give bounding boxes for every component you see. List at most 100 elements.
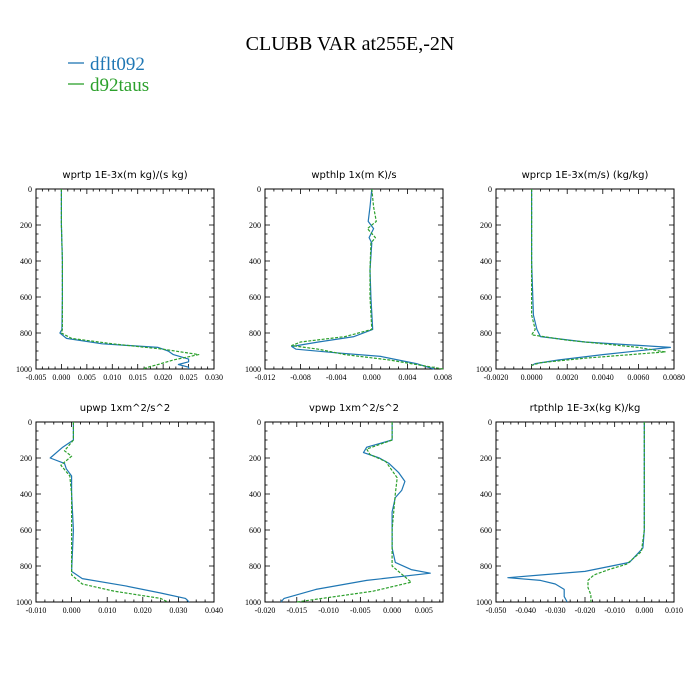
x-tick-label: -0.0020 (484, 373, 509, 382)
panel-title: upwp 1xm^2/s^2 (80, 403, 170, 414)
series-line-dflt092 (280, 422, 431, 603)
x-tick-label: 0.000 (363, 373, 381, 382)
y-tick-label: 200 (480, 454, 492, 463)
y-tick-label: 0 (488, 418, 492, 427)
panel-4: upwp 1xm^2/s^2 0 200 400 600 800 1000-0.010 0.0… (16, 403, 223, 615)
y-tick-label: 600 (249, 293, 261, 302)
y-tick-label: 800 (20, 562, 32, 571)
plot-frame (35, 421, 215, 603)
x-tick-label: -0.012 (255, 373, 276, 382)
x-tick-label: -0.010 (318, 606, 339, 615)
y-tick-label: 200 (20, 454, 32, 463)
x-tick-label: -0.004 (326, 373, 347, 382)
x-tick-label: 0.0040 (592, 373, 614, 382)
x-tick-label: 0.000 (63, 606, 81, 615)
x-tick-label: 0.000 (635, 606, 653, 615)
y-tick-label: 800 (249, 562, 261, 571)
legend: dflt092 d92taus (68, 54, 149, 96)
figure-title: CLUBB VAR at255E,-2N (246, 33, 455, 55)
y-tick-label: 0 (257, 418, 261, 427)
legend-label-dflt092: dflt092 (90, 54, 145, 75)
x-tick-label: 0.005 (78, 373, 96, 382)
panel-title: wpthlp 1x(m K)/s (311, 170, 396, 181)
x-tick-label: -0.010 (604, 606, 625, 615)
panels: wprtp 1E-3x(m kg)/(s kg) 0 200 400 600 800 100… (16, 170, 685, 615)
panel-1: wprtp 1E-3x(m kg)/(s kg) 0 200 400 600 800 100… (16, 170, 223, 382)
x-tick-label: 0.025 (180, 373, 198, 382)
y-tick-label: 200 (249, 221, 261, 230)
x-tick-label: 0.040 (205, 606, 223, 615)
x-tick-label: -0.030 (545, 606, 566, 615)
x-tick-label: 0.020 (154, 373, 172, 382)
panel-title: wprcp 1E-3x(m/s) (kg/kg) (522, 170, 649, 181)
series-line-d92taus (60, 422, 168, 603)
y-tick-label: 400 (20, 257, 32, 266)
y-tick-label: 0 (28, 185, 32, 194)
y-tick-label: 400 (249, 490, 261, 499)
panel-2: wpthlp 1x(m K)/s 0 200 400 600 800 1000-0.012 -… (245, 170, 452, 382)
y-tick-label: 400 (20, 490, 32, 499)
series-line-d92taus (530, 189, 666, 366)
panel-title: vpwp 1xm^2/s^2 (309, 403, 399, 414)
x-tick-label: -0.040 (515, 606, 536, 615)
y-tick-label: 1000 (476, 365, 492, 374)
y-tick-label: 200 (480, 221, 492, 230)
x-tick-label: -0.005 (26, 373, 47, 382)
y-tick-label: 200 (20, 221, 32, 230)
x-tick-label: -0.010 (26, 606, 47, 615)
y-tick-label: 800 (20, 329, 32, 338)
y-tick-label: 600 (249, 526, 261, 535)
y-tick-label: 1000 (16, 598, 32, 607)
panel-3: wprcp 1E-3x(m/s) (kg/kg) 0 200 400 600 800 100… (476, 170, 685, 382)
series-line-dflt092 (291, 188, 435, 370)
y-tick-label: 400 (249, 257, 261, 266)
y-tick-label: 200 (249, 454, 261, 463)
y-tick-label: 1000 (245, 598, 261, 607)
x-tick-label: 0.0000 (521, 373, 543, 382)
x-tick-label: 0.000 (52, 373, 70, 382)
y-tick-label: 800 (249, 329, 261, 338)
x-tick-label: -0.008 (290, 373, 311, 382)
y-tick-label: 1000 (245, 365, 261, 374)
x-tick-label: 0.0060 (627, 373, 649, 382)
y-tick-label: 800 (480, 329, 492, 338)
x-tick-label: 0.005 (415, 606, 433, 615)
panel-title: rtpthlp 1E-3x(kg K)/kg (530, 403, 641, 414)
x-tick-label: 0.004 (398, 373, 416, 382)
x-tick-label: 0.030 (169, 606, 187, 615)
x-tick-label: 0.0020 (556, 373, 578, 382)
legend-label-d92taus: d92taus (90, 75, 149, 96)
x-tick-label: 0.000 (383, 606, 401, 615)
x-tick-label: 0.015 (129, 373, 147, 382)
panel-title: wprtp 1E-3x(m kg)/(s kg) (62, 170, 187, 181)
y-tick-label: 0 (257, 185, 261, 194)
x-tick-label: -0.015 (286, 606, 307, 615)
x-tick-label: 0.010 (103, 373, 121, 382)
panel-5: vpwp 1xm^2/s^2 0 200 400 600 800 1000-0.020 -0.… (245, 403, 444, 615)
panel-6: rtpthlp 1E-3x(kg K)/kg02004006008001000-… (476, 403, 683, 615)
y-tick-label: 1000 (476, 598, 492, 607)
series-line-d92taus (291, 188, 444, 370)
x-tick-label: 0.0080 (663, 373, 685, 382)
series-line-dflt092 (59, 189, 190, 369)
x-tick-label: 0.008 (434, 373, 452, 382)
y-tick-label: 600 (480, 526, 492, 535)
series-line-d92taus (587, 422, 645, 602)
series-line-d92taus (60, 189, 200, 370)
y-tick-label: 800 (480, 562, 492, 571)
y-tick-label: 400 (480, 490, 492, 499)
series-line-dflt092 (507, 422, 645, 603)
x-tick-label: -0.020 (255, 606, 276, 615)
x-tick-label: 0.010 (665, 606, 683, 615)
y-tick-label: 600 (20, 526, 32, 535)
x-tick-label: 0.030 (205, 373, 223, 382)
y-tick-label: 0 (28, 418, 32, 427)
y-tick-label: 1000 (16, 365, 32, 374)
y-tick-label: 0 (488, 185, 492, 194)
series-line-d92taus (296, 422, 412, 603)
x-tick-label: -0.050 (486, 606, 507, 615)
x-tick-label: -0.020 (575, 606, 596, 615)
y-tick-label: 600 (480, 293, 492, 302)
y-tick-label: 600 (20, 293, 32, 302)
